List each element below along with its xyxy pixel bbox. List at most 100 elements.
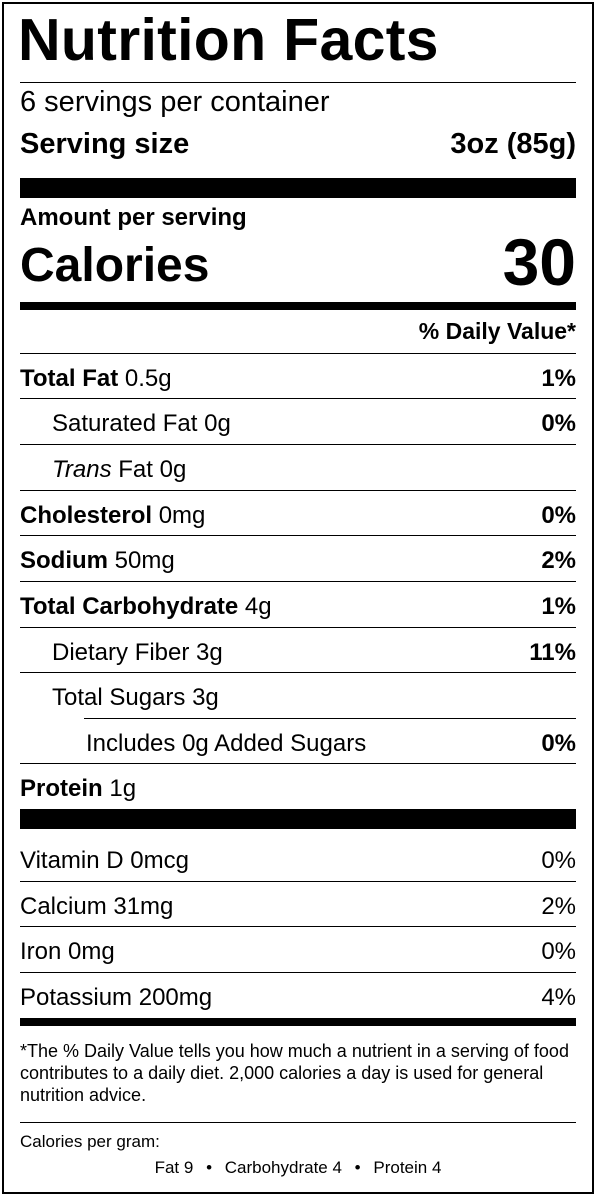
amount-per-serving: Amount per serving — [20, 204, 247, 231]
calories-per-gram-label: Calories per gram: — [20, 1132, 160, 1151]
nutrient-name: Includes — [86, 730, 176, 757]
nutrient-amount: 50mg — [114, 547, 175, 574]
calories-divider — [20, 302, 576, 310]
row-divider — [20, 672, 576, 673]
nutrient-dv: 2% — [541, 547, 576, 574]
row-divider — [20, 398, 576, 399]
row-divider — [20, 972, 576, 973]
row-divider — [84, 718, 576, 719]
nutrient-row-sodium: Sodium 50mg 2% — [20, 536, 576, 580]
nutrient-name: Total Carbohydrate — [20, 593, 239, 620]
calories-value: 30 — [502, 225, 576, 299]
vitamin-dv: 4% — [541, 984, 576, 1011]
row-divider — [20, 926, 576, 927]
cpg-carbohydrate: Carbohydrate 4 — [224, 1158, 342, 1177]
nutrient-row-cholesterol: Cholesterol 0mg 0% — [20, 491, 576, 535]
nutrient-text: Dietary Fiber 3g — [52, 639, 223, 667]
servings-per-container: 6 servings per container — [20, 86, 330, 118]
nutrient-text: Saturated Fat 0g — [52, 410, 231, 438]
row-divider — [20, 444, 576, 445]
nutrient-row-trans-fat: Trans Fat 0g — [20, 445, 576, 489]
nutrient-dv: 1% — [541, 593, 576, 620]
nutrient-amount: 0.5g — [124, 365, 172, 392]
thick-divider-top — [20, 178, 576, 198]
nutrient-row-total-sugars: Total Sugars 3g — [20, 673, 576, 717]
vitamin-row-calcium: Calcium 31mg 2% — [20, 882, 576, 926]
nutrient-row-saturated-fat: Saturated Fat 0g 0% — [20, 399, 576, 443]
nutrient-dv: 0% — [541, 410, 576, 437]
nutrient-name: Dietary Fiber — [52, 639, 190, 666]
vitamin-name: Potassium — [20, 984, 133, 1011]
nutrient-amount: 4g — [244, 593, 272, 620]
nutrient-text: Cholesterol 0mg — [20, 502, 205, 530]
row-divider — [20, 627, 576, 628]
nutrient-row-total-fat: Total Fat 0.5g 1% — [20, 354, 576, 398]
nutrient-dv: 11% — [529, 639, 576, 666]
nutrient-text: Protein 1g — [20, 775, 136, 803]
nutrient-text: Total Sugars 3g — [52, 684, 219, 712]
nutrient-dv: 1% — [541, 365, 576, 392]
thick-divider-vitamins — [20, 809, 576, 829]
footnote-divider — [20, 1018, 576, 1026]
vitamin-amount: 31mg — [113, 893, 174, 920]
vitamin-text: Iron 0mg — [20, 938, 115, 966]
nutrient-name: Cholesterol — [20, 502, 153, 529]
nutrient-name-suffix: Added Sugars — [214, 730, 367, 757]
nutrient-name: Total Fat — [20, 365, 119, 392]
nutrient-amount: 3g — [196, 639, 223, 666]
nutrient-dv: 0% — [541, 730, 576, 757]
cpg-protein: Protein 4 — [373, 1158, 442, 1177]
nutrient-text: Includes 0g Added Sugars — [86, 730, 366, 758]
row-divider — [20, 490, 576, 491]
vitamin-row-potassium: Potassium 200mg 4% — [20, 973, 576, 1017]
row-divider — [20, 763, 576, 764]
nutrient-name: Trans — [52, 456, 112, 483]
label-title: Nutrition Facts — [18, 7, 439, 73]
vitamin-row-vitamin-d: Vitamin D 0mcg 0% — [20, 836, 576, 880]
vitamin-amount: 0mcg — [130, 847, 189, 874]
vitamin-dv: 0% — [541, 847, 576, 874]
serving-size-value: 3oz (85g) — [450, 128, 576, 160]
nutrient-amount: 0g — [159, 456, 187, 483]
calories-row: Calories 30 — [20, 225, 576, 300]
cpg-fat: Fat 9 — [154, 1158, 194, 1177]
calories-per-gram-divider — [20, 1122, 576, 1123]
nutrient-name: Protein — [20, 775, 103, 802]
nutrient-dv: 0% — [541, 502, 576, 529]
nutrient-amount: 3g — [192, 684, 219, 711]
cpg-separator: • — [354, 1158, 361, 1177]
nutrient-text: Total Fat 0.5g — [20, 365, 172, 393]
cpg-separator: • — [206, 1158, 213, 1177]
nutrient-name: Total Sugars — [52, 684, 186, 711]
serving-size-row: Serving size 3oz (85g) — [20, 128, 576, 161]
nutrient-name: Saturated Fat — [52, 410, 198, 437]
row-divider — [20, 881, 576, 882]
nutrient-text: Trans Fat 0g — [52, 456, 186, 484]
vitamin-amount: 0mg — [68, 938, 115, 965]
vitamin-text: Calcium 31mg — [20, 893, 173, 921]
vitamin-text: Potassium 200mg — [20, 984, 212, 1012]
daily-value-footnote: *The % Daily Value tells you how much a … — [20, 1041, 569, 1105]
nutrient-amount: 1g — [109, 775, 137, 802]
nutrient-row-total-carbohydrate: Total Carbohydrate 4g 1% — [20, 582, 576, 626]
nutrient-text: Total Carbohydrate 4g — [20, 593, 272, 621]
serving-size-label: Serving size — [20, 128, 190, 160]
nutrient-row-dietary-fiber: Dietary Fiber 3g 11% — [20, 628, 576, 672]
vitamin-dv: 0% — [541, 938, 576, 965]
vitamin-name: Iron — [20, 938, 62, 965]
daily-value-header: % Daily Value* — [418, 318, 576, 344]
vitamin-text: Vitamin D 0mcg — [20, 847, 189, 875]
vitamin-row-iron: Iron 0mg 0% — [20, 927, 576, 971]
row-divider — [20, 353, 576, 354]
nutrient-amount: 0g — [182, 730, 209, 757]
calories-label: Calories — [20, 239, 210, 292]
row-divider — [20, 581, 576, 582]
nutrient-row-protein: Protein 1g — [20, 764, 576, 808]
title-divider — [20, 82, 576, 83]
nutrient-name-suffix: Fat — [118, 456, 153, 483]
nutrient-text: Sodium 50mg — [20, 547, 175, 575]
vitamin-name: Calcium — [20, 893, 107, 920]
calories-per-gram-values: Fat 9 • Carbohydrate 4 • Protein 4 — [20, 1158, 576, 1178]
vitamin-name: Vitamin D — [20, 847, 124, 874]
